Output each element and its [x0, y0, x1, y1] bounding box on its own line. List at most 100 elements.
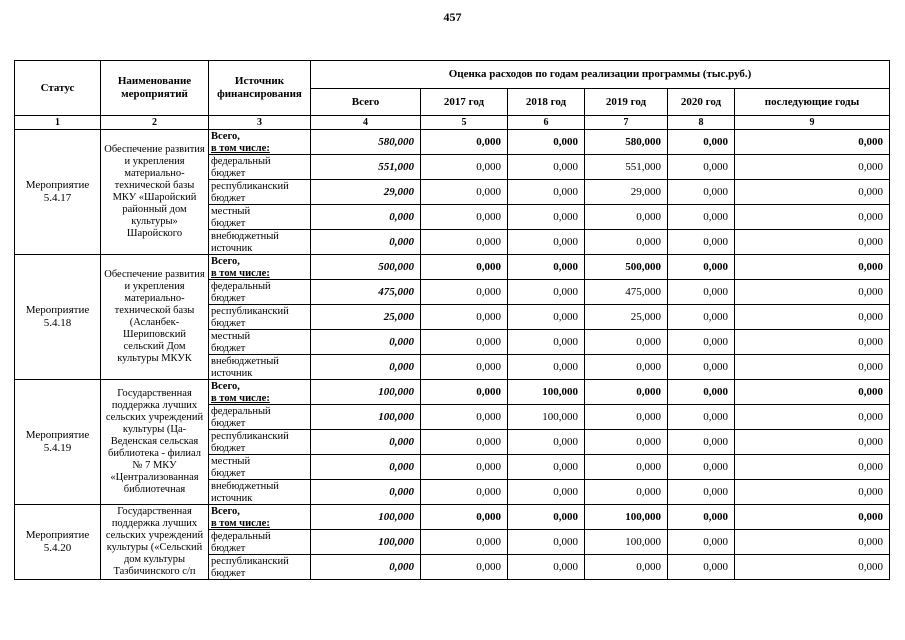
value-cell: 0,000 — [420, 254, 508, 280]
value-cell: 0,000 — [310, 454, 421, 480]
value-cell: 475,000 — [584, 279, 668, 305]
value-cell: 0,000 — [420, 329, 508, 355]
value-cell: 100,000 — [310, 529, 421, 555]
value-cell: 0,000 — [733, 479, 891, 505]
value-cell: 0,000 — [420, 229, 508, 255]
value-cell: 0,000 — [584, 454, 668, 480]
value-cell: 0,000 — [667, 404, 735, 430]
value-cell: 29,000 — [584, 179, 668, 205]
funding-source-line: бюджет — [211, 417, 246, 429]
value-cell: 0,000 — [733, 154, 891, 180]
value-cell: 100,000 — [507, 404, 585, 430]
value-cell: 0,000 — [667, 329, 735, 355]
funding-source-line: Всего, — [211, 381, 240, 392]
value-cell: 0,000 — [420, 504, 508, 530]
value-cell: 100,000 — [584, 504, 668, 530]
value-cell: 0,000 — [310, 329, 421, 355]
funding-source-line: местный — [211, 206, 251, 217]
column-number: 7 — [584, 115, 668, 130]
value-cell: 0,000 — [733, 279, 891, 305]
value-cell: 0,000 — [507, 354, 585, 380]
column-number: 6 — [507, 115, 585, 130]
value-cell: 0,000 — [584, 379, 668, 405]
funding-source-line: местный — [211, 331, 251, 342]
funding-source-line: в том числе: — [211, 267, 270, 279]
value-cell: 0,000 — [667, 279, 735, 305]
value-cell: 0,000 — [667, 379, 735, 405]
col-header-total: Всего — [310, 88, 421, 116]
value-cell: 0,000 — [507, 304, 585, 330]
value-cell: 0,000 — [733, 229, 891, 255]
value-cell: 0,000 — [733, 554, 891, 580]
value-cell: 0,000 — [310, 229, 421, 255]
value-cell: 0,000 — [507, 129, 585, 155]
value-cell: 0,000 — [667, 479, 735, 505]
value-cell: 100,000 — [310, 404, 421, 430]
value-cell: 551,000 — [584, 154, 668, 180]
status-cell: Мероприятие 5.4.19 — [14, 379, 101, 505]
table-body: Мероприятие 5.4.17 Обеспечение развития и… — [14, 129, 891, 580]
funding-source-line: внебюджетный — [211, 231, 279, 242]
value-cell: 580,000 — [310, 129, 421, 155]
activity-name-cell: Обеспечение развития и укрепления матери… — [100, 129, 209, 255]
funding-source-line: республиканский — [211, 556, 289, 567]
funding-source-line: источник — [211, 242, 253, 254]
value-cell: 0,000 — [584, 329, 668, 355]
funding-source-line: федеральный — [211, 281, 271, 292]
funding-source-line: бюджет — [211, 317, 246, 329]
value-cell: 0,000 — [507, 229, 585, 255]
table-row: местный бюджет 0,000 0,000 0,000 0,000 0,000 0,… — [15, 454, 891, 480]
table-row: федеральный бюджет 475,000 0,000 0,000 475,00… — [15, 279, 891, 305]
value-cell: 29,000 — [310, 179, 421, 205]
value-cell: 0,000 — [733, 429, 891, 455]
col-header-status: Статус — [14, 60, 101, 116]
funding-source-line: федеральный — [211, 531, 271, 542]
funding-source-line: бюджет — [211, 342, 246, 354]
funding-source-cell: местный бюджет — [208, 329, 311, 355]
page-number: 457 — [443, 10, 462, 24]
value-cell: 0,000 — [733, 504, 891, 530]
funding-source-line: местный — [211, 456, 251, 467]
status-cell: Мероприятие 5.4.17 — [14, 129, 101, 255]
funding-source-cell: республиканский бюджет — [208, 429, 311, 455]
column-number: 4 — [310, 115, 421, 130]
value-cell: 0,000 — [420, 204, 508, 230]
value-cell: 0,000 — [733, 354, 891, 380]
value-cell: 0,000 — [733, 329, 891, 355]
value-cell: 0,000 — [507, 204, 585, 230]
funding-source-line: Всего, — [211, 506, 240, 517]
value-cell: 100,000 — [507, 379, 585, 405]
value-cell: 100,000 — [310, 504, 421, 530]
header-row-column-numbers: 1 2 3 4 5 6 7 8 9 — [14, 115, 891, 130]
value-cell: 0,000 — [507, 479, 585, 505]
value-cell: 0,000 — [584, 204, 668, 230]
value-cell: 0,000 — [733, 179, 891, 205]
funding-source-cell: внебюджетный источник — [208, 354, 311, 380]
funding-source-line: источник — [211, 367, 253, 379]
funding-source-cell: внебюджетный источник — [208, 229, 311, 255]
value-cell: 0,000 — [667, 354, 735, 380]
value-cell: 0,000 — [420, 554, 508, 580]
value-cell: 0,000 — [420, 179, 508, 205]
header-row-titles: Статус Наименование мероприятий Источник… — [14, 60, 891, 116]
funding-source-cell: федеральный бюджет — [208, 154, 311, 180]
value-cell: 0,000 — [733, 129, 891, 155]
value-cell: 0,000 — [667, 504, 735, 530]
value-cell: 25,000 — [310, 304, 421, 330]
table-row: федеральный бюджет 100,000 0,000 0,000 100,00… — [15, 529, 891, 555]
table-row: Мероприятие 5.4.18 Обеспечение развития и… — [14, 254, 891, 380]
funding-source-line: Всего, — [211, 256, 240, 267]
col-header-following-years: последующие годы — [733, 88, 891, 116]
value-cell: 0,000 — [733, 379, 891, 405]
col-header-2018: 2018 год — [507, 88, 585, 116]
value-cell: 0,000 — [420, 354, 508, 380]
funding-source-line: республиканский — [211, 181, 289, 192]
funding-source-line: республиканский — [211, 431, 289, 442]
value-cell: 0,000 — [420, 454, 508, 480]
col-header-source: Источник финансирования — [208, 60, 311, 116]
funding-source-cell: Всего, в том числе: — [208, 379, 311, 405]
value-cell: 0,000 — [667, 429, 735, 455]
value-cell: 0,000 — [507, 154, 585, 180]
funding-source-line: источник — [211, 492, 253, 504]
